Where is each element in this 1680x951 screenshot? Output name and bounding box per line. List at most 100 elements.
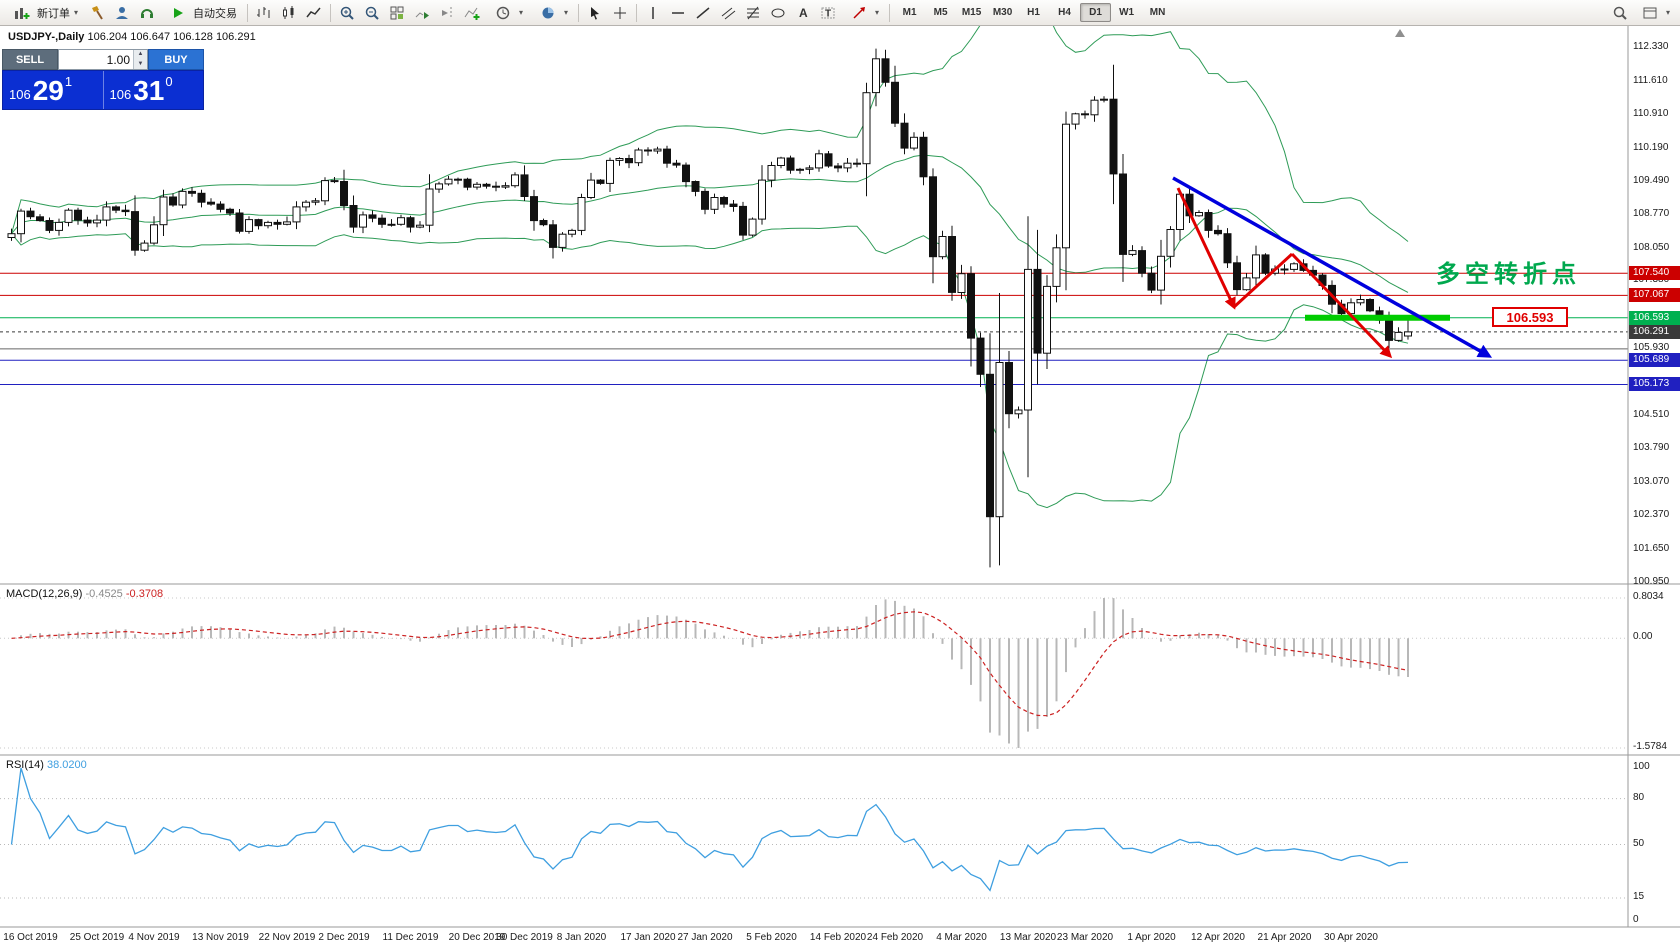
trend-arrows[interactable] bbox=[1172, 176, 1493, 359]
macd-title: MACD(12,26,9) bbox=[6, 588, 83, 600]
indicators-icon[interactable] bbox=[460, 1, 484, 25]
volume-value[interactable]: 1.00 bbox=[106, 52, 130, 67]
horizontal-level-lines[interactable] bbox=[0, 272, 1628, 385]
sell-price-big: 29 bbox=[32, 75, 64, 106]
date-label: 12 Apr 2020 bbox=[1191, 932, 1245, 943]
macd-scale-zero: 0.00 bbox=[1633, 631, 1653, 643]
date-label: 5 Feb 2020 bbox=[746, 932, 797, 943]
price-tick: 111.610 bbox=[1633, 74, 1668, 86]
profile-icon[interactable] bbox=[110, 1, 134, 25]
ohlc-values: 106.204 106.647 106.128 106.291 bbox=[87, 31, 256, 43]
chart-shift-icon[interactable] bbox=[435, 1, 459, 25]
turning-point-annotation[interactable]: 多空转折点 bbox=[1436, 261, 1581, 288]
buy-price[interactable]: 106 31 0 bbox=[104, 71, 204, 109]
price-callout-box[interactable]: 106.593 bbox=[1492, 307, 1568, 327]
timeframe-M30[interactable]: M30 bbox=[992, 7, 1013, 18]
volume-stepper: ▲ ▼ bbox=[133, 50, 147, 69]
sell-price[interactable]: 106 29 1 bbox=[3, 71, 104, 109]
chevron-down-icon: ▾ bbox=[519, 8, 524, 17]
chevron-down-icon: ▾ bbox=[875, 8, 880, 17]
buy-button[interactable]: BUY bbox=[148, 49, 204, 70]
price-line-label: 107.067 bbox=[1629, 288, 1680, 303]
price-line-label: 106.593 bbox=[1629, 310, 1680, 325]
rsi-scale-label: 50 bbox=[1633, 837, 1645, 849]
chart-shift-marker-icon[interactable] bbox=[1395, 29, 1405, 37]
macd-indicator-label: MACD(12,26,9) -0.4525 -0.3708 bbox=[6, 588, 163, 600]
date-label: 13 Nov 2019 bbox=[192, 932, 249, 943]
toolbar-separator bbox=[889, 3, 891, 22]
date-label: 13 Mar 2020 bbox=[999, 932, 1057, 943]
new-order-button[interactable]: 新订单 ▾ bbox=[4, 1, 84, 25]
chevron-down-icon: ▾ bbox=[74, 8, 79, 17]
arrows-tool-button[interactable]: ▾ bbox=[841, 1, 885, 25]
price-tick: 112.330 bbox=[1633, 41, 1669, 52]
vertical-line-tool-icon[interactable] bbox=[641, 1, 665, 25]
trendline-tool-icon[interactable] bbox=[691, 1, 715, 25]
zoom-in-icon[interactable] bbox=[335, 1, 359, 25]
channel-tool-icon[interactable] bbox=[716, 1, 740, 25]
sell-button[interactable]: SELL bbox=[2, 49, 58, 70]
timeframe-W1[interactable]: W1 bbox=[1119, 7, 1135, 18]
support-headset-icon[interactable] bbox=[135, 1, 159, 25]
timeframe-H4[interactable]: H4 bbox=[1058, 7, 1071, 18]
timeframe-M5[interactable]: M5 bbox=[933, 7, 948, 18]
line-chart-icon[interactable] bbox=[302, 1, 326, 25]
new-order-label: 新订单 bbox=[37, 7, 70, 20]
trade-controls-row: SELL 1.00 ▲ ▼ BUY bbox=[2, 49, 204, 70]
candles bbox=[7, 48, 1412, 568]
timeframe-H1[interactable]: H1 bbox=[1027, 7, 1040, 18]
crosshair-icon[interactable] bbox=[608, 1, 632, 25]
tile-windows-icon[interactable] bbox=[385, 1, 409, 25]
red-arrow-down-2[interactable] bbox=[1290, 252, 1393, 359]
date-label: 22 Nov 2019 bbox=[258, 932, 316, 943]
price-tick: 110.190 bbox=[1633, 141, 1669, 153]
timeframe-M1[interactable]: M1 bbox=[902, 7, 917, 18]
autotrading-button[interactable]: 自动交易 bbox=[160, 1, 243, 25]
pane-separators[interactable] bbox=[0, 26, 1680, 928]
zoom-out-icon[interactable] bbox=[360, 1, 384, 25]
timeframe-MN[interactable]: MN bbox=[1149, 7, 1166, 18]
fibonacci-tool-icon[interactable] bbox=[741, 1, 765, 25]
search-icon[interactable] bbox=[1608, 1, 1632, 25]
date-label: 2 Dec 2019 bbox=[318, 932, 370, 943]
toolbar-separator bbox=[636, 3, 638, 22]
volume-down-icon[interactable]: ▼ bbox=[134, 59, 147, 69]
horizontal-line-tool-icon[interactable] bbox=[666, 1, 690, 25]
chart-ohlc-header: USDJPY-,Daily 106.204 106.647 106.128 10… bbox=[8, 31, 256, 43]
bar-chart-icon[interactable] bbox=[252, 1, 276, 25]
text-label-tool-icon[interactable]: T bbox=[816, 1, 840, 25]
shapes-tool-icon[interactable] bbox=[766, 1, 790, 25]
macd-scale-min: -1.5784 bbox=[1633, 741, 1667, 752]
cursor-icon[interactable] bbox=[583, 1, 607, 25]
toolbar-separator bbox=[330, 3, 332, 22]
timeframe-M15[interactable]: M15 bbox=[961, 7, 982, 18]
price-tick: 100.950 bbox=[1633, 576, 1670, 587]
price-tick: 108.770 bbox=[1633, 208, 1670, 220]
tools-hammer-icon[interactable] bbox=[85, 1, 109, 25]
chevron-down-icon: ▾ bbox=[1665, 8, 1670, 17]
sell-price-prefix: 106 bbox=[9, 87, 31, 102]
timeframe-D1[interactable]: D1 bbox=[1080, 3, 1112, 22]
text-tool-icon[interactable]: A bbox=[791, 1, 815, 25]
new-window-button[interactable]: ▾ bbox=[1632, 1, 1676, 25]
red-arrow-up[interactable] bbox=[1232, 252, 1294, 309]
auto-scroll-icon[interactable] bbox=[410, 1, 434, 25]
volume-up-icon[interactable]: ▲ bbox=[134, 50, 147, 60]
date-label: 14 Feb 2020 bbox=[809, 932, 867, 943]
date-label: 8 Jan 2020 bbox=[556, 932, 607, 943]
svg-text:A: A bbox=[799, 6, 808, 20]
candlestick-chart-icon[interactable] bbox=[277, 1, 301, 25]
svg-text:T: T bbox=[825, 8, 831, 19]
date-label: 4 Nov 2019 bbox=[128, 932, 180, 943]
volume-field[interactable]: 1.00 ▲ ▼ bbox=[58, 49, 148, 70]
periods-button[interactable]: ▾ bbox=[485, 1, 529, 25]
rsi-plot bbox=[0, 767, 1628, 899]
buy-price-prefix: 106 bbox=[109, 87, 132, 102]
date-label: 24 Feb 2020 bbox=[866, 932, 924, 943]
templates-button[interactable]: ▾ bbox=[530, 1, 574, 25]
blue-trend-arrow[interactable] bbox=[1172, 176, 1493, 358]
red-arrow-down-1[interactable] bbox=[1176, 187, 1236, 310]
price-line-label: 107.540 bbox=[1629, 266, 1680, 281]
rsi-scale-label: 80 bbox=[1633, 791, 1645, 803]
